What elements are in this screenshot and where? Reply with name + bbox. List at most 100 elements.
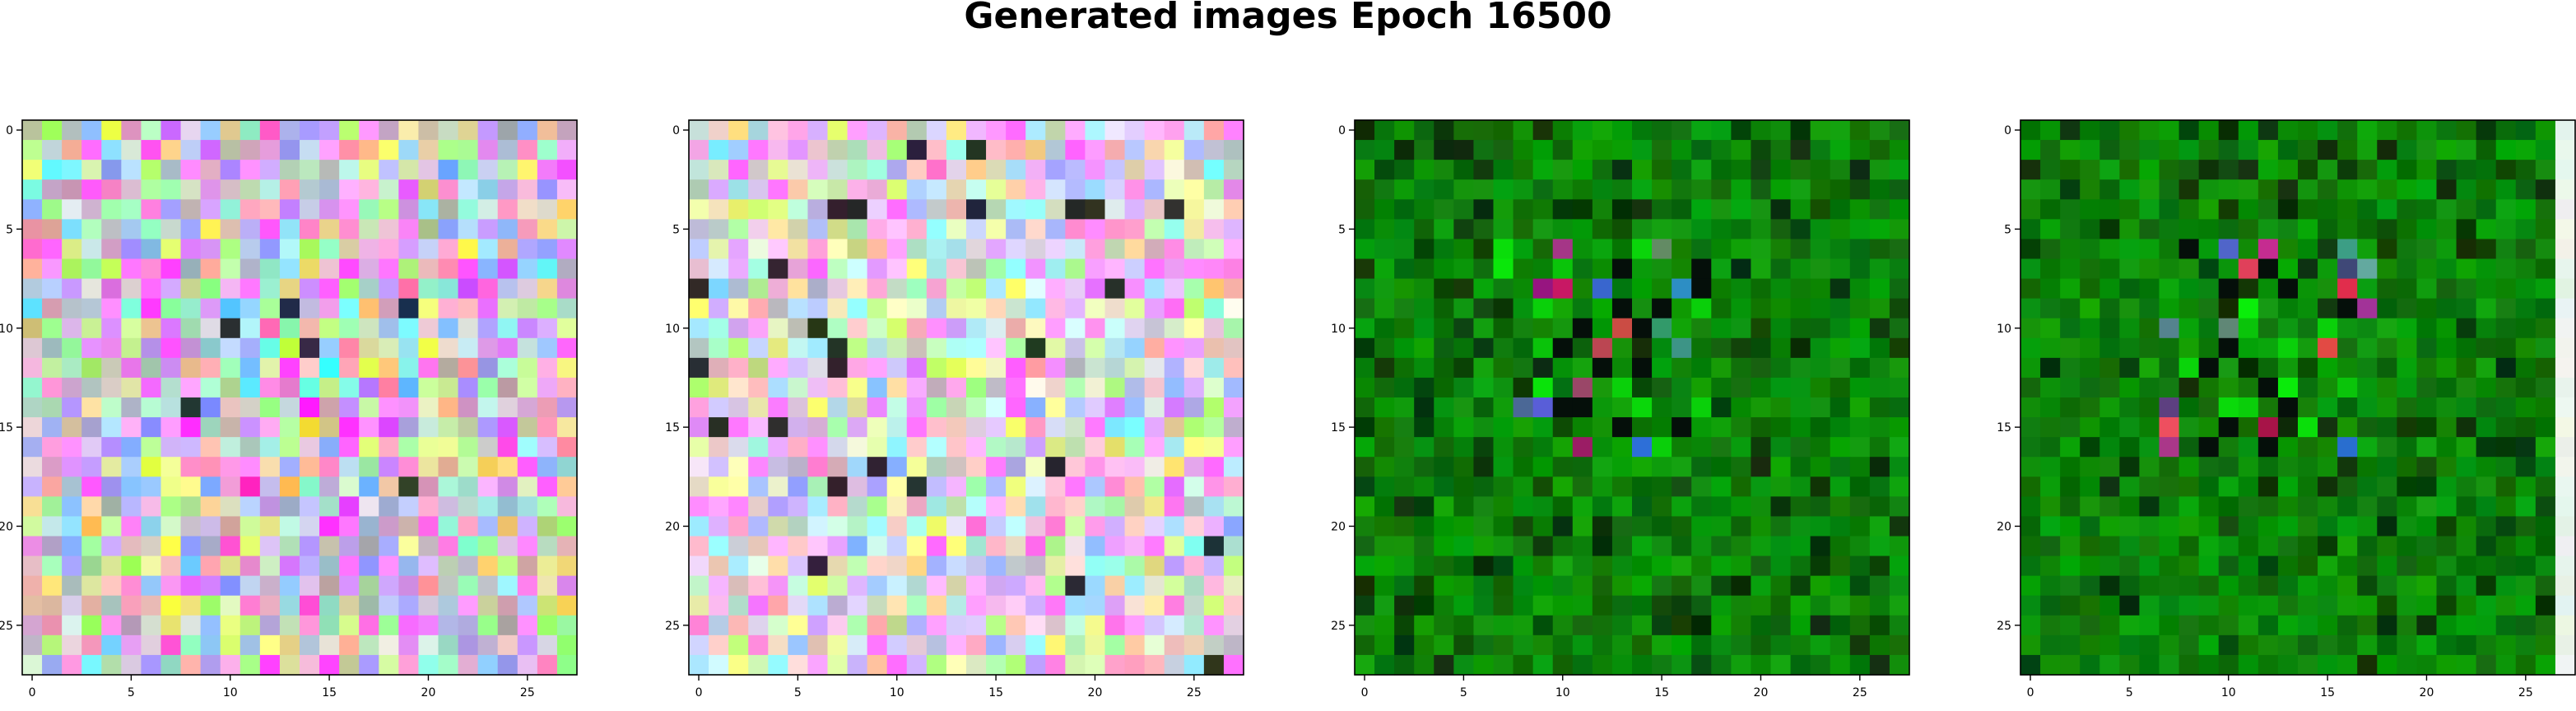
pixel-cell — [339, 654, 360, 676]
pixel-cell — [1085, 595, 1106, 616]
pixel-cell — [279, 160, 300, 180]
pixel-cell — [1104, 476, 1126, 497]
pixel-cell — [62, 357, 82, 379]
pixel-cell — [1414, 219, 1434, 240]
pixel-cell — [1394, 140, 1415, 160]
pixel-cell — [886, 417, 908, 438]
pixel-cell — [807, 357, 829, 379]
pixel-cell — [2080, 634, 2100, 656]
pixel-cell — [2257, 634, 2279, 656]
pixel-cell — [1632, 575, 1653, 597]
pixel-cell — [768, 120, 788, 141]
pixel-cell — [1889, 179, 1910, 200]
pixel-cell — [2535, 179, 2556, 200]
pixel-cell — [2060, 120, 2081, 141]
pixel-cell — [1164, 377, 1185, 398]
pixel-cell — [827, 437, 849, 458]
pixel-cell — [1652, 417, 1672, 438]
pixel-cell — [2337, 555, 2358, 577]
pixel-cell — [438, 536, 459, 557]
pixel-cell — [339, 555, 360, 577]
pixel-cell — [418, 160, 439, 180]
pixel-cell — [2515, 575, 2536, 597]
pixel-cell — [220, 496, 241, 518]
pixel-cell — [2555, 634, 2576, 656]
pixel-cell — [1532, 120, 1554, 141]
pixel-cell — [180, 239, 202, 260]
pixel-cell — [1453, 199, 1475, 220]
pixel-cell — [1183, 120, 1205, 141]
pixel-cell — [2495, 654, 2517, 676]
pixel-cell — [438, 476, 459, 497]
pixel-cell — [1770, 437, 1792, 458]
pixel-cell — [1652, 476, 1672, 497]
pixel-cell — [1731, 298, 1752, 319]
pixel-cell — [1869, 278, 1890, 300]
pixel-cell — [1532, 278, 1554, 300]
pixel-cell — [1572, 457, 1593, 477]
pixel-cell — [748, 496, 769, 518]
pixel-cell — [1434, 298, 1454, 319]
pixel-cell — [2119, 219, 2141, 240]
pixel-cell — [966, 377, 987, 398]
pixel-cell — [986, 298, 1007, 319]
pixel-cell — [556, 337, 578, 359]
pixel-cell — [1770, 595, 1792, 616]
pixel-cell — [1790, 654, 1811, 676]
pixel-cell — [1144, 536, 1165, 557]
pixel-cell — [1552, 595, 1574, 616]
pixel-cell — [1790, 278, 1811, 300]
image-pixels — [689, 120, 1244, 676]
pixel-cell — [986, 258, 1007, 280]
pixel-cell — [2257, 437, 2279, 458]
pixel-cell — [398, 595, 420, 616]
pixel-cell — [438, 337, 459, 359]
pixel-cell — [1691, 437, 1712, 458]
pixel-cell — [748, 357, 769, 379]
pixel-cell — [2436, 634, 2457, 656]
pixel-cell — [2298, 278, 2318, 300]
pixel-cell — [886, 199, 908, 220]
pixel-cell — [477, 457, 499, 477]
pixel-cell — [1592, 437, 1613, 458]
pixel-cell — [259, 555, 281, 577]
pixel-cell — [827, 476, 849, 497]
pixel-cell — [220, 357, 241, 379]
pixel-cell — [121, 496, 142, 518]
pixel-cell — [1473, 496, 1495, 518]
pixel-cell — [1869, 516, 1890, 537]
pixel-cell — [847, 615, 868, 636]
pixel-cell — [1770, 555, 1792, 577]
pixel-cell — [497, 457, 518, 477]
pixel-cell — [477, 239, 499, 260]
pixel-cell — [906, 516, 928, 537]
pixel-cell — [1810, 120, 1831, 141]
pixel-cell — [537, 179, 558, 200]
pixel-cell — [418, 417, 439, 438]
pixel-cell — [966, 457, 987, 477]
pixel-cell — [2020, 337, 2041, 359]
pixel-cell — [160, 318, 182, 339]
pixel-cell — [2119, 397, 2141, 418]
pixel-cell — [1592, 258, 1613, 280]
pixel-cell — [807, 654, 829, 676]
pixel-cell — [81, 654, 102, 676]
pixel-cell — [1830, 595, 1851, 616]
pixel-cell — [497, 160, 518, 180]
pixel-cell — [300, 239, 320, 260]
pixel-cell — [1183, 278, 1205, 300]
pixel-cell — [1085, 278, 1106, 300]
pixel-cell — [1810, 397, 1831, 418]
pixel-cell — [259, 634, 281, 656]
pixel-cell — [867, 457, 888, 477]
pixel-cell — [259, 140, 281, 160]
pixel-cell — [2238, 199, 2259, 220]
pixel-cell — [986, 575, 1007, 597]
pixel-cell — [438, 555, 459, 577]
pixel-cell — [847, 575, 868, 597]
pixel-cell — [1711, 219, 1732, 240]
pixel-cell — [946, 634, 967, 656]
pixel-cell — [1751, 179, 1772, 200]
pixel-cell — [709, 575, 729, 597]
pixel-cell — [709, 417, 729, 438]
